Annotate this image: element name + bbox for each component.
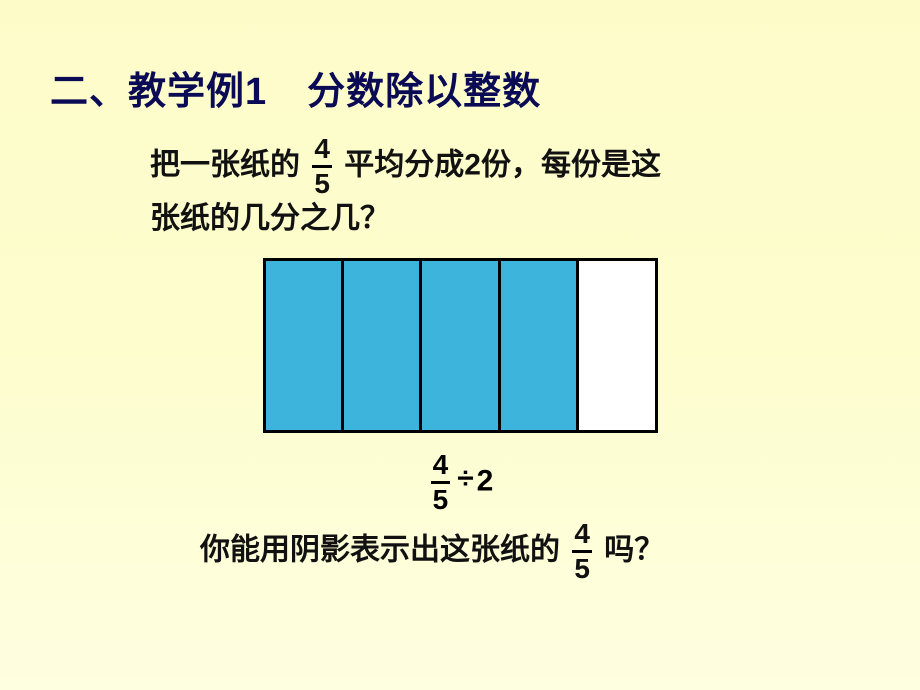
cell-filled xyxy=(344,261,422,430)
problem-line1b: 平均分成2份，每份是这 xyxy=(344,148,661,181)
question2: 你能用阴影表示出这张纸的 4 5 吗？ xyxy=(200,520,870,583)
fraction-denominator: 5 xyxy=(312,165,332,198)
question2-text-b: 吗？ xyxy=(604,533,664,566)
cell-empty xyxy=(579,261,654,430)
problem-line1a: 把一张纸的 xyxy=(150,148,300,181)
fraction-diagram xyxy=(263,258,658,433)
heading-part1: 二、教学例1 xyxy=(50,71,267,113)
cell-filled xyxy=(266,261,344,430)
cell-filled xyxy=(501,261,579,430)
fraction-numerator: 4 xyxy=(312,135,332,165)
equation-operator: ÷ xyxy=(457,462,473,495)
heading-part2: 分数除以整数 xyxy=(307,71,541,113)
question2-fraction: 4 5 xyxy=(572,520,592,583)
cell-filled xyxy=(422,261,500,430)
fraction-4-5: 4 5 xyxy=(312,135,332,198)
question2-frac-den: 5 xyxy=(572,550,592,583)
problem-line1: 把一张纸的 4 5 平均分成2份，每份是这 xyxy=(150,135,870,198)
equation-frac-num: 4 xyxy=(431,451,451,481)
problem-text: 把一张纸的 4 5 平均分成2份，每份是这 张纸的几分之几？ xyxy=(150,135,870,240)
problem-line2: 张纸的几分之几？ xyxy=(150,198,870,240)
section-heading: 二、教学例1 分数除以整数 xyxy=(50,60,870,115)
equation-frac-den: 5 xyxy=(431,481,451,514)
equation-fraction: 4 5 xyxy=(431,451,451,514)
slide-content: 二、教学例1 分数除以整数 把一张纸的 4 5 平均分成2份，每份是这 张纸的几分… xyxy=(0,0,920,583)
question2-text-a: 你能用阴影表示出这张纸的 xyxy=(200,533,560,566)
equation-operand: 2 xyxy=(477,464,494,497)
equation: 4 5 ÷2 xyxy=(50,451,870,514)
question2-frac-num: 4 xyxy=(572,520,592,550)
